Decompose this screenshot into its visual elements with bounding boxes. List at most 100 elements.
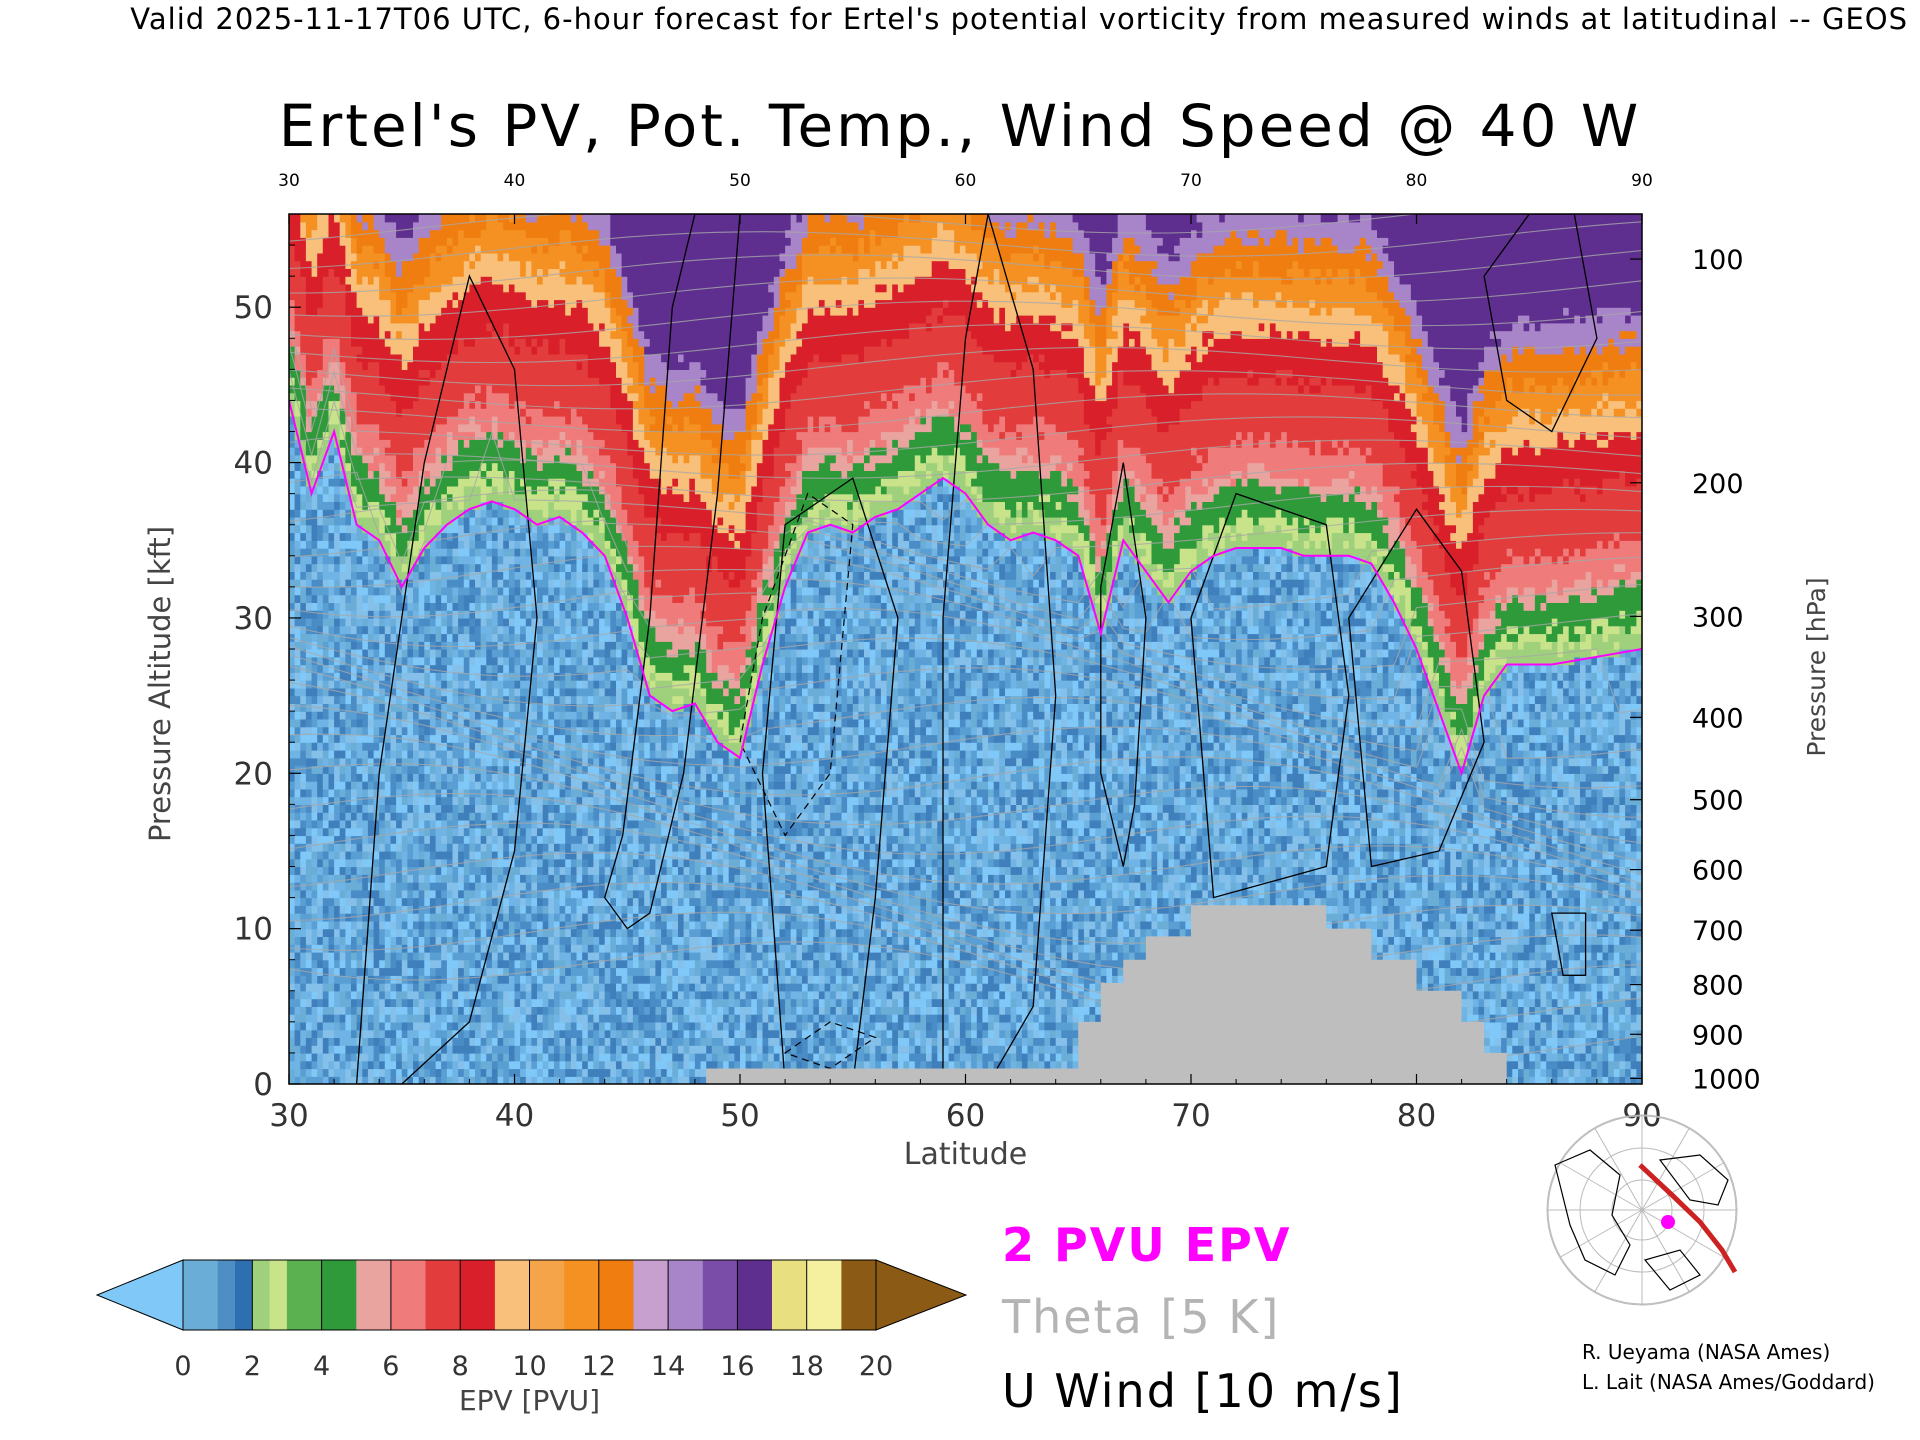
pv-cell bbox=[531, 1045, 538, 1054]
pv-cell bbox=[475, 392, 482, 402]
pv-cell bbox=[334, 416, 341, 425]
pv-cell bbox=[452, 858, 459, 868]
pv-cell bbox=[503, 625, 510, 635]
pv-cell bbox=[491, 524, 499, 534]
pv-cell bbox=[401, 664, 408, 673]
pv-cell bbox=[508, 718, 516, 728]
pv-cell bbox=[503, 757, 510, 767]
pv-cell bbox=[311, 245, 318, 254]
pv-cell bbox=[289, 322, 296, 332]
pv-cell bbox=[458, 726, 465, 736]
pv-cell bbox=[379, 812, 386, 821]
pv-cell bbox=[413, 470, 420, 479]
pv-cell bbox=[514, 462, 521, 471]
pv-cell bbox=[503, 1052, 510, 1062]
pv-cell bbox=[356, 703, 363, 712]
pv-cell bbox=[300, 913, 307, 922]
pv-cell bbox=[300, 602, 307, 611]
pv-cell bbox=[351, 369, 358, 378]
pv-cell bbox=[407, 874, 414, 883]
pv-cell bbox=[497, 920, 504, 930]
pv-cell bbox=[367, 959, 375, 969]
pv-cell bbox=[475, 695, 482, 704]
pv-cell bbox=[407, 416, 414, 425]
pv-cell bbox=[497, 462, 504, 471]
pv-cell bbox=[311, 447, 318, 456]
pv-cell bbox=[413, 617, 420, 627]
pv-cell bbox=[367, 423, 375, 433]
pv-cell bbox=[491, 1045, 499, 1054]
pv-cell bbox=[525, 796, 532, 805]
pv-cell bbox=[503, 889, 510, 899]
pv-cell bbox=[351, 478, 358, 487]
pv-cell bbox=[520, 524, 527, 534]
pv-cell bbox=[334, 951, 341, 961]
pv-cell bbox=[475, 462, 482, 471]
pv-cell bbox=[373, 1029, 380, 1038]
pv-cell bbox=[384, 936, 391, 945]
pv-cell bbox=[486, 485, 493, 495]
pv-cell bbox=[480, 447, 487, 456]
pv-cell bbox=[356, 851, 363, 860]
pv-cell bbox=[345, 416, 352, 425]
pv-cell bbox=[514, 322, 521, 332]
pv-cell bbox=[418, 1021, 425, 1031]
pv-cell bbox=[458, 944, 465, 953]
pv-cell bbox=[311, 283, 318, 293]
pv-cell bbox=[514, 594, 521, 603]
pv-cell bbox=[491, 214, 499, 223]
pv-cell bbox=[373, 726, 380, 736]
pv-cell bbox=[396, 299, 403, 308]
pv-cell bbox=[469, 866, 476, 875]
pv-cell bbox=[311, 742, 318, 751]
pv-cell bbox=[413, 579, 420, 588]
pv-cell bbox=[475, 338, 482, 347]
pv-cell bbox=[384, 1052, 391, 1062]
pv-cell bbox=[463, 796, 470, 805]
pv-cell bbox=[317, 975, 324, 984]
pv-cell bbox=[362, 827, 369, 837]
pv-cell bbox=[508, 447, 516, 456]
pv-cell bbox=[300, 221, 307, 231]
pv-cell bbox=[407, 1006, 414, 1015]
pv-cell bbox=[384, 610, 391, 619]
pv-cell bbox=[418, 579, 425, 588]
pv-cell bbox=[373, 548, 380, 557]
pv-cell bbox=[480, 773, 487, 782]
pv-cell bbox=[458, 1045, 465, 1054]
pv-cell bbox=[367, 711, 375, 720]
pv-cell bbox=[384, 843, 391, 852]
pv-cell bbox=[322, 617, 329, 627]
pv-cell bbox=[407, 1052, 414, 1062]
pv-cell bbox=[373, 819, 380, 829]
pv-cell bbox=[429, 874, 437, 883]
pv-cell bbox=[317, 548, 324, 557]
pv-cell bbox=[384, 742, 391, 751]
pv-cell bbox=[396, 967, 403, 976]
pv-cell bbox=[311, 330, 318, 339]
pv-cell bbox=[491, 781, 499, 790]
pv-cell bbox=[345, 330, 352, 339]
pv-cell bbox=[384, 237, 391, 246]
pv-cell bbox=[351, 470, 358, 479]
pv-cell bbox=[300, 1006, 307, 1015]
pv-cell bbox=[469, 594, 476, 603]
pv-cell bbox=[300, 1068, 307, 1077]
pv-cell bbox=[497, 812, 504, 821]
pv-cell bbox=[351, 516, 358, 526]
pv-cell bbox=[317, 983, 324, 992]
pv-cell bbox=[328, 742, 335, 751]
pv-cell bbox=[531, 237, 538, 246]
pv-cell bbox=[305, 750, 313, 759]
pv-cell bbox=[396, 843, 403, 852]
pv-cell bbox=[339, 889, 346, 899]
pv-cell bbox=[328, 959, 335, 969]
pv-cell bbox=[503, 509, 510, 518]
pv-cell bbox=[328, 944, 335, 953]
pv-cell bbox=[396, 416, 403, 425]
pv-cell bbox=[317, 400, 324, 409]
pv-cell bbox=[396, 586, 403, 596]
pv-cell bbox=[390, 447, 397, 456]
pv-cell bbox=[475, 990, 482, 1000]
pv-cell bbox=[305, 268, 313, 277]
